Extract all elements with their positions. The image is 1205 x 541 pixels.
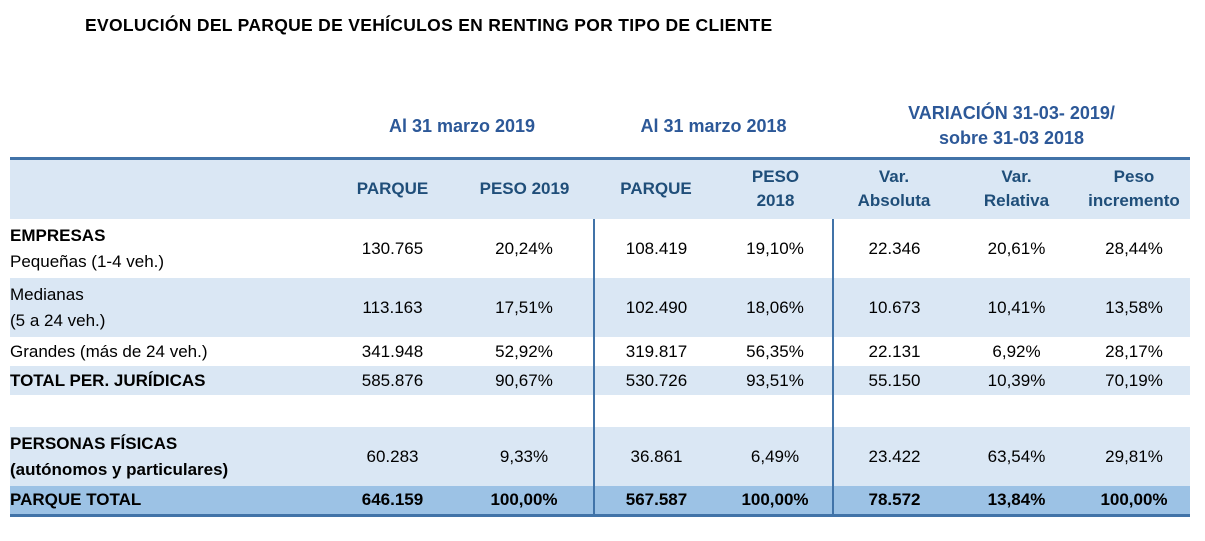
table-row: TOTAL PER. JURÍDICAS 585.876 90,67% 530.726… — [10, 366, 1190, 395]
table-cell: 567.587 — [593, 486, 718, 517]
table-row: Medianas (5 a 24 veh.) 113.163 17,51% 102.49… — [10, 278, 1190, 337]
row-label-header — [10, 156, 330, 219]
column-header: Var. Absoluta — [833, 156, 955, 219]
table-cell: 22.346 — [832, 219, 955, 278]
table-cell: 55.150 — [832, 366, 955, 395]
table-cell: 108.419 — [593, 219, 718, 278]
table-cell: 63,54% — [955, 427, 1078, 486]
group-header: Al 31 marzo 2019 — [330, 95, 594, 158]
table-cell: 100,00% — [1078, 486, 1190, 517]
table-cell — [832, 395, 955, 427]
column-header: Var. Relativa — [955, 156, 1078, 219]
table-body: Al 31 marzo 2019 Al 31 marzo 2018 VARIACIÓ… — [10, 95, 1190, 517]
table-cell: 6,49% — [718, 427, 833, 486]
table-row: EMPRESAS Pequeñas (1-4 veh.) 130.765 20,24%… — [10, 219, 1190, 278]
column-header: PESO 2019 — [455, 156, 594, 219]
table-cell: 10,41% — [955, 278, 1078, 337]
table-cell: 530.726 — [593, 366, 718, 395]
renting-table: Al 31 marzo 2019 Al 31 marzo 2018 VARIACIÓ… — [10, 95, 1190, 517]
group-header: VARIACIÓN 31-03- 2019/ sobre 31-03 2018 — [833, 95, 1190, 158]
table-cell — [330, 395, 455, 427]
table-cell: 36.861 — [593, 427, 718, 486]
table-cell: 19,10% — [718, 219, 833, 278]
table-cell: 10.673 — [832, 278, 955, 337]
table-cell: 90,67% — [455, 366, 594, 395]
group-header: Al 31 marzo 2018 — [594, 95, 833, 158]
table-cell: 52,92% — [455, 337, 594, 366]
table-cell — [1078, 395, 1190, 427]
table-cell: 28,17% — [1078, 337, 1190, 366]
row-label: Medianas (5 a 24 veh.) — [10, 278, 330, 337]
table-cell: 6,92% — [955, 337, 1078, 366]
table-cell: 20,61% — [955, 219, 1078, 278]
row-label-line: PERSONAS FÍSICAS — [10, 434, 178, 453]
table-cell: 585.876 — [330, 366, 455, 395]
table-cell: 100,00% — [455, 486, 594, 517]
table-cell: 20,24% — [455, 219, 594, 278]
table-cell: 22.131 — [832, 337, 955, 366]
corner-cell — [10, 95, 330, 158]
table-cell: 60.283 — [330, 427, 455, 486]
table-cell: 319.817 — [593, 337, 718, 366]
table-cell: 130.765 — [330, 219, 455, 278]
table-cell: 93,51% — [718, 366, 833, 395]
row-label: PERSONAS FÍSICAS (autónomos y particulare… — [10, 427, 330, 486]
table-cell — [455, 395, 594, 427]
table-cell: 10,39% — [955, 366, 1078, 395]
row-label: Grandes (más de 24 veh.) — [10, 337, 330, 366]
table-cell: 70,19% — [1078, 366, 1190, 395]
row-label: PARQUE TOTAL — [10, 486, 330, 517]
row-label-line: Grandes (más de 24 veh.) — [10, 341, 208, 361]
row-label-line: EMPRESAS — [10, 226, 106, 245]
table-cell — [593, 395, 718, 427]
table-cell: 646.159 — [330, 486, 455, 517]
row-label: TOTAL PER. JURÍDICAS — [10, 366, 330, 395]
row-label-line: (5 a 24 veh.) — [10, 310, 106, 330]
table-cell: 13,84% — [955, 486, 1078, 517]
table-cell: 18,06% — [718, 278, 833, 337]
table-cell: 29,81% — [1078, 427, 1190, 486]
spacer-row — [10, 395, 1190, 427]
table-cell: 113.163 — [330, 278, 455, 337]
column-header-row: PARQUE PESO 2019 PARQUE PESO 2018 Var. Absol… — [10, 156, 1190, 219]
group-header-row: Al 31 marzo 2019 Al 31 marzo 2018 VARIACIÓ… — [10, 95, 1190, 158]
table-cell: 23.422 — [832, 427, 955, 486]
table-cell: 28,44% — [1078, 219, 1190, 278]
table-row: PARQUE TOTAL 646.159 100,00% 567.587 100,00%… — [10, 486, 1190, 517]
page-title: EVOLUCIÓN DEL PARQUE DE VEHÍCULOS EN REN… — [85, 15, 773, 35]
table-cell: 56,35% — [718, 337, 833, 366]
table-row: Grandes (más de 24 veh.) 341.948 52,92% 319… — [10, 337, 1190, 366]
row-label: EMPRESAS Pequeñas (1-4 veh.) — [10, 219, 330, 278]
column-header: PARQUE — [594, 156, 718, 219]
table-cell: 13,58% — [1078, 278, 1190, 337]
table-cell: 100,00% — [718, 486, 833, 517]
column-header: PESO 2018 — [718, 156, 833, 219]
row-label-line: TOTAL PER. JURÍDICAS — [10, 370, 206, 390]
row-label-line: PARQUE TOTAL — [10, 490, 142, 509]
table-cell: 78.572 — [832, 486, 955, 517]
table-cell — [718, 395, 833, 427]
table-cell: 341.948 — [330, 337, 455, 366]
row-label-line: Medianas — [10, 285, 84, 304]
table-cell: 102.490 — [593, 278, 718, 337]
column-header: Peso incremento — [1078, 156, 1190, 219]
row-label-line: (autónomos y particulares) — [10, 459, 229, 479]
row-label-line: Pequeñas (1-4 veh.) — [10, 251, 165, 271]
table-row: PERSONAS FÍSICAS (autónomos y particulare… — [10, 427, 1190, 486]
table-cell — [955, 395, 1078, 427]
column-header: PARQUE — [330, 156, 455, 219]
table-cell: 9,33% — [455, 427, 594, 486]
row-label — [10, 395, 330, 427]
table-cell: 17,51% — [455, 278, 594, 337]
